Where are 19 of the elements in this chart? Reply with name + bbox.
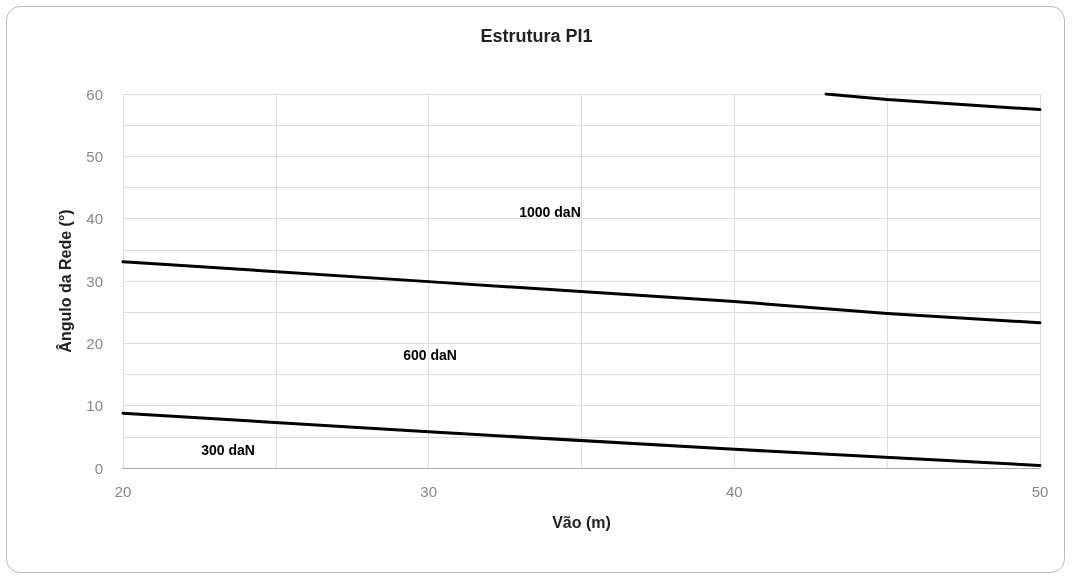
y-tick-label: 20: [86, 334, 103, 352]
y-tick-label: 30: [86, 272, 103, 290]
x-tick-label: 50: [1031, 483, 1049, 500]
x-tick-label: 20: [114, 483, 132, 500]
chart-title: Estrutura PI1: [480, 26, 593, 46]
y-tick-label: 10: [86, 397, 103, 415]
y-tick-label: 0: [94, 459, 103, 477]
y-tick-label: 60: [86, 85, 103, 103]
x-tick-label: 30: [420, 483, 438, 500]
y-tick-label: 50: [86, 147, 103, 165]
annotation: 300 daN: [201, 442, 255, 458]
line-series: [121, 411, 1042, 468]
line-series: [121, 260, 1042, 325]
annotation: 1000 daN: [519, 204, 581, 220]
x-tick-label: 40: [725, 483, 743, 500]
y-tick-label: 40: [86, 210, 103, 228]
annotation: 600 daN: [403, 347, 457, 363]
x-axis-title: Vão (m): [552, 513, 611, 531]
y-axis-title: Ângulo da Rede (°): [55, 209, 74, 353]
